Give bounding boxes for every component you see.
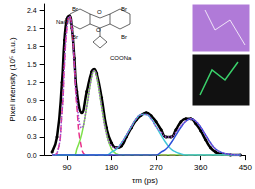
svg-text:0.9: 0.9 [27,97,37,104]
svg-text:Br: Br [72,6,78,12]
svg-text:1.8: 1.8 [27,43,37,50]
svg-text:1.2: 1.2 [27,79,37,86]
svg-text:450: 450 [239,163,253,172]
svg-text:0.6: 0.6 [27,115,37,122]
svg-text:O: O [97,9,102,15]
svg-text:0.0: 0.0 [27,152,37,159]
svg-text:O: O [96,27,101,33]
svg-text:180: 180 [105,163,119,172]
svg-text:2.1: 2.1 [27,25,37,32]
svg-text:NaO: NaO [56,19,69,25]
svg-text:Br: Br [121,34,127,40]
svg-text:COONa: COONa [110,55,132,61]
svg-text:τm (ps): τm (ps) [132,176,158,185]
svg-text:Pixel intensity (10⁵ a.u.): Pixel intensity (10⁵ a.u.) [8,37,17,122]
svg-text:Br: Br [72,34,78,40]
svg-text:2.4: 2.4 [27,7,37,14]
svg-text:0.3: 0.3 [27,133,37,140]
svg-text:Br: Br [121,6,127,12]
svg-text:1.5: 1.5 [27,61,37,68]
svg-text:360: 360 [194,163,208,172]
svg-text:270: 270 [149,163,163,172]
svg-text:90: 90 [62,163,71,172]
